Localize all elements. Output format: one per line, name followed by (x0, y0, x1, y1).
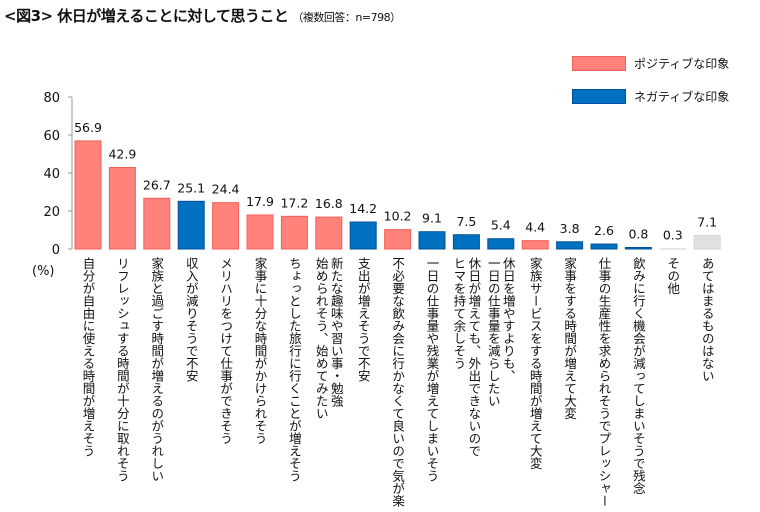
data-label: 5.4 (491, 218, 511, 233)
category-label: 家族と過ごす時間が増えるのがうれしい (149, 257, 165, 482)
data-label: 0.8 (628, 226, 648, 241)
bar-negative (349, 221, 377, 250)
legend-swatch-negative (572, 89, 626, 104)
category-label: 不必要な飲み会に行かなくて良いので気が楽 (390, 257, 406, 507)
data-label: 24.4 (212, 182, 240, 197)
category-label: その他 (665, 257, 681, 295)
bar-positive (74, 140, 102, 250)
category-label: 家事をする時間が増えて大変 (562, 257, 578, 420)
bar-positive (315, 216, 343, 250)
category-label: 休日が増えても、外出できないので ヒマを持て余しそう (451, 257, 482, 457)
data-label: 14.2 (349, 201, 377, 216)
category-label: 一日の仕事量や残業が増えてしまいそう (424, 257, 440, 482)
category-label: 自分が自由に使える時間が増えそう (80, 257, 96, 457)
title-text: <図3> 休日が増えることに対して思うこと (4, 7, 289, 25)
bar-negative (487, 238, 515, 250)
data-label: 26.7 (143, 177, 171, 192)
category-label: 家族サービスをする時間が増えて大変 (527, 257, 543, 470)
bar-negative (177, 200, 205, 250)
legend-positive: ポジティブな印象 (572, 55, 729, 72)
data-label: 17.2 (280, 195, 308, 210)
category-label: あてはまるものはない (699, 257, 715, 382)
legend-negative: ネガティブな印象 (572, 88, 729, 105)
data-label: 0.3 (663, 227, 683, 242)
data-label: 9.1 (422, 211, 442, 226)
category-label: 支出が増えそうで不安 (355, 257, 371, 382)
data-label: 7.5 (456, 214, 476, 229)
y-tick-label: 0 (52, 243, 60, 258)
data-label: 7.1 (697, 215, 717, 230)
bar-other (659, 247, 687, 250)
data-label: 4.4 (525, 220, 545, 235)
data-label: 25.1 (177, 180, 205, 195)
category-label: 新たな趣味や習い事・勉強 始められそう、始めてみたい (313, 257, 344, 420)
data-label: 10.2 (384, 209, 412, 224)
category-label: メリハリをつけて仕事ができそう (218, 257, 234, 445)
chart-title: <図3> 休日が増えることに対して思うこと （複数回答：n=798） (4, 5, 401, 26)
bar-negative (556, 241, 584, 250)
data-label: 3.8 (560, 221, 580, 236)
category-label: リフレッシュする時間が十分に取れそう (114, 257, 130, 482)
data-label: 2.6 (594, 223, 614, 238)
category-label: 収入が減りそうで不安 (183, 257, 199, 382)
legend-label-positive: ポジティブな印象 (634, 57, 730, 71)
bar-negative (590, 243, 618, 250)
y-tick-label: 80 (43, 91, 60, 106)
bar-positive (212, 202, 240, 250)
bar-negative (624, 246, 652, 250)
bar-positive (143, 197, 171, 250)
bar-positive (108, 166, 136, 250)
data-label: 16.8 (315, 196, 343, 211)
category-label: 仕事の生産性を求められそうでプレッシャー (596, 257, 612, 507)
data-label: 17.9 (246, 194, 274, 209)
data-label: 42.9 (108, 146, 136, 161)
bar-positive (521, 240, 549, 250)
bar-positive (384, 229, 412, 250)
legend-label-negative: ネガティブな印象 (634, 90, 730, 104)
y-tick-label: 40 (43, 167, 60, 182)
bar-negative (452, 234, 480, 250)
legend-swatch-positive (572, 56, 626, 71)
bar-positive (280, 215, 308, 250)
category-label: ちょっとした旅行に行くことが増えそう (286, 257, 302, 482)
bar-negative (418, 231, 446, 250)
category-label: 家事に十分な時間がかけられそう (252, 257, 268, 445)
bar-positive (246, 214, 274, 250)
y-axis-unit: (%) (32, 264, 55, 279)
category-label: 飲みに行く機会が減ってしまいそうで残念 (630, 257, 646, 495)
data-label: 56.9 (74, 120, 102, 135)
y-tick-label: 20 (43, 205, 60, 220)
subtitle: （複数回答：n=798） (292, 11, 401, 24)
category-label: 休日を増やすよりも、 一日の仕事量を減らしたい (485, 257, 516, 407)
bar-none (693, 235, 721, 250)
y-tick-label: 60 (43, 129, 60, 144)
